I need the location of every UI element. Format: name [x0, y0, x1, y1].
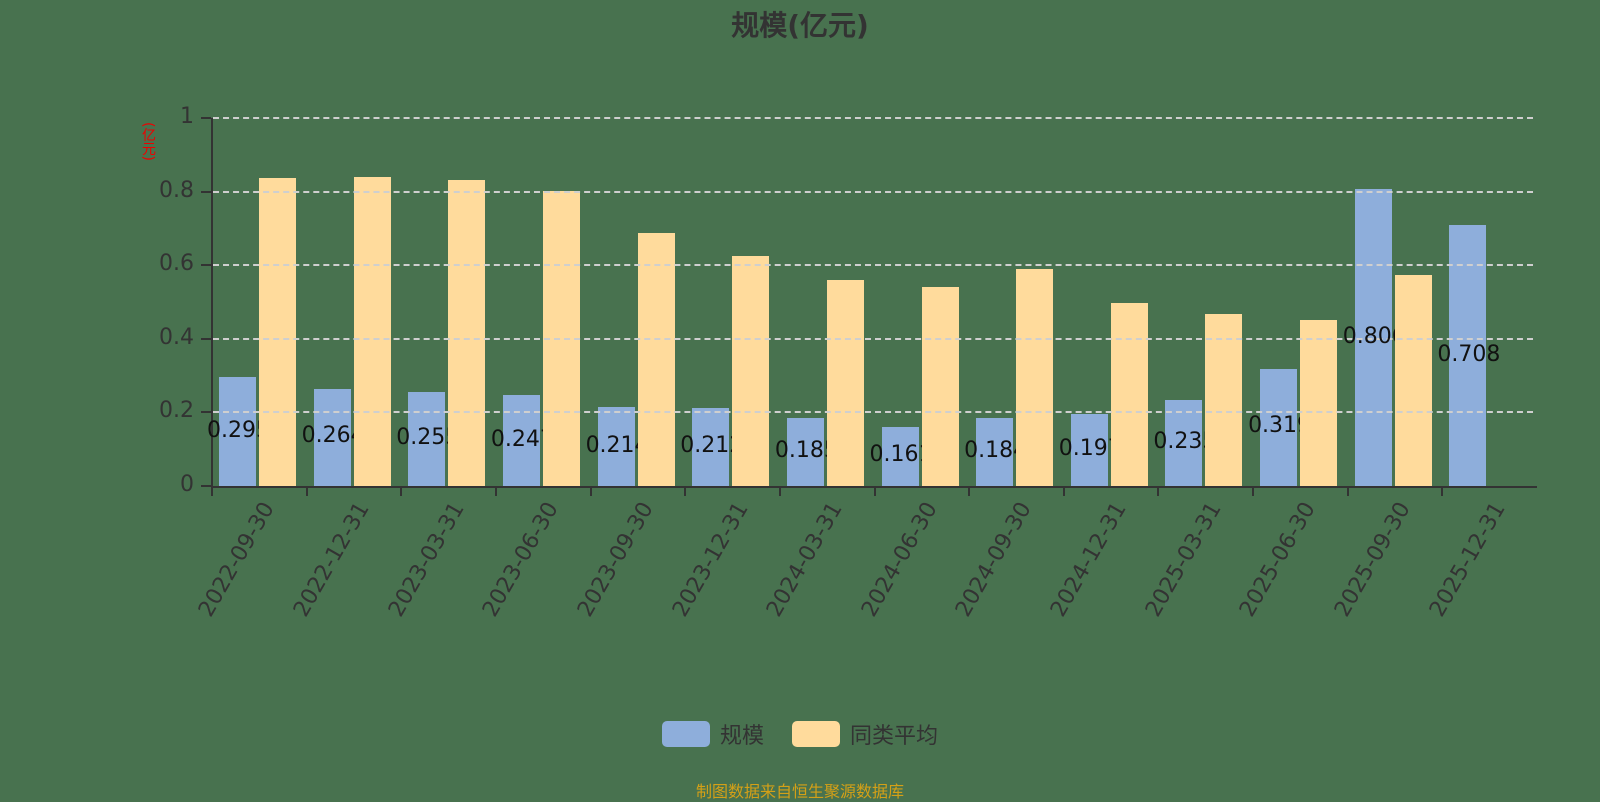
- x-tick: [1157, 486, 1160, 496]
- y-axis-line: [211, 118, 213, 488]
- bar-peer-average[interactable]: [1110, 303, 1148, 486]
- x-tick-label: 2022-12-31: [289, 498, 375, 622]
- bar-scale[interactable]: [786, 417, 824, 486]
- x-tick: [494, 486, 497, 496]
- plot-area: [211, 118, 1536, 486]
- legend-item-scale[interactable]: 规模: [661, 718, 764, 750]
- bar-peer-average[interactable]: [1394, 275, 1432, 486]
- bar-scale[interactable]: [976, 418, 1014, 486]
- bar-peer-average[interactable]: [1205, 314, 1243, 486]
- x-tick-label: 2024-06-30: [856, 498, 943, 622]
- x-tick-label: 2023-12-31: [667, 498, 754, 622]
- y-tick: [201, 485, 211, 487]
- y-tick-label: 0.6: [159, 251, 194, 277]
- x-tick: [684, 486, 687, 496]
- bar-peer-average[interactable]: [1016, 268, 1054, 486]
- x-tick-label: 2023-09-30: [572, 498, 659, 622]
- bar-value-label: 0.319: [1248, 413, 1300, 439]
- bar-value-label: 0.264: [301, 423, 354, 449]
- gridline: [213, 411, 1533, 414]
- x-tick-label: 2025-12-31: [1424, 498, 1511, 622]
- bar-value-label: 0.197: [1058, 435, 1111, 461]
- bar-value-label: 0.247: [490, 426, 543, 452]
- x-tick-label: 2025-09-30: [1330, 498, 1416, 622]
- gridline: [213, 117, 1533, 119]
- bar-scale[interactable]: [502, 395, 540, 486]
- x-tick: [400, 486, 403, 496]
- bar-peer-average[interactable]: [921, 286, 959, 486]
- x-tick-label: 2025-03-31: [1140, 498, 1227, 622]
- data-source-note: 制图数据来自恒生聚源数据库: [695, 782, 904, 801]
- gridline: [213, 264, 1533, 267]
- bar-value-label: 0.235: [1153, 428, 1205, 454]
- gridline: [213, 190, 1533, 193]
- bar-peer-average[interactable]: [448, 179, 486, 486]
- bar-value-label: 0.185: [774, 437, 827, 463]
- bar-value-label: 0.214: [585, 432, 638, 458]
- bar-peer-average[interactable]: [259, 177, 296, 486]
- x-tick: [778, 486, 781, 496]
- bar-value-label: 0.212: [680, 432, 732, 458]
- bar-scale[interactable]: [881, 426, 919, 486]
- x-tick: [305, 486, 308, 496]
- bar-value-label: 0.295: [207, 417, 259, 443]
- x-tick-label: 2024-09-30: [951, 498, 1038, 622]
- y-tick: [201, 264, 211, 267]
- bar-peer-average[interactable]: [637, 232, 675, 486]
- bar-peer-average[interactable]: [732, 256, 770, 486]
- bar-scale[interactable]: [408, 392, 446, 486]
- bar-scale[interactable]: [1449, 225, 1487, 486]
- y-tick-label: 1: [180, 104, 194, 129]
- y-tick-label: 0: [180, 472, 194, 497]
- x-tick: [1441, 486, 1444, 496]
- x-tick-label: 2023-03-31: [383, 498, 470, 622]
- x-tick-label: 2024-03-31: [762, 498, 848, 622]
- legend: 规模 同类平均: [0, 718, 1600, 750]
- bar-scale[interactable]: [1070, 413, 1108, 486]
- x-tick-label: 2023-06-30: [478, 498, 564, 622]
- x-tick-label: 2022-09-30: [194, 498, 280, 622]
- x-tick: [211, 486, 213, 496]
- bar-peer-average[interactable]: [1300, 320, 1338, 486]
- y-tick-label: 0.4: [159, 324, 194, 350]
- legend-label-scale: 规模: [719, 724, 764, 749]
- y-tick: [201, 117, 211, 119]
- legend-item-peer-average[interactable]: 同类平均: [792, 718, 938, 750]
- bar-scale[interactable]: [219, 377, 256, 486]
- x-tick: [873, 486, 876, 496]
- y-tick-label: 0.8: [159, 177, 194, 203]
- y-tick: [201, 337, 211, 340]
- x-tick-label: 2025-06-30: [1235, 498, 1322, 622]
- bar-value-label: 0.708: [1437, 341, 1501, 367]
- x-tick-label: 2024-12-31: [1046, 498, 1132, 622]
- y-tick: [201, 190, 211, 193]
- legend-label-peer-average: 同类平均: [850, 724, 939, 749]
- x-tick: [1346, 486, 1349, 496]
- bar-scale[interactable]: [1260, 368, 1298, 486]
- bar-peer-average[interactable]: [826, 279, 864, 486]
- bar-scale[interactable]: [692, 407, 730, 486]
- y-axis-label: (亿元): [140, 122, 156, 161]
- bar-value-label: 0.184: [964, 438, 1016, 464]
- bar-scale[interactable]: [1354, 189, 1392, 486]
- bar-value-label: 0.161: [869, 442, 922, 468]
- bar-peer-average[interactable]: [353, 176, 391, 486]
- bar-value-label: 0.806: [1342, 323, 1395, 349]
- legend-swatch-peer-average: [792, 721, 840, 747]
- x-tick: [1062, 486, 1065, 496]
- y-tick-label: 0.2: [159, 398, 194, 424]
- gridline: [213, 337, 1533, 340]
- bar-scale[interactable]: [313, 388, 351, 486]
- x-tick: [968, 486, 971, 496]
- bar-scale[interactable]: [597, 407, 635, 486]
- bar-value-label: 0.255: [396, 425, 448, 451]
- x-tick: [1252, 486, 1255, 496]
- bar-scale[interactable]: [1165, 399, 1203, 486]
- legend-swatch-scale: [661, 721, 710, 747]
- chart-title: 规模(亿元): [731, 9, 869, 42]
- x-tick: [589, 486, 592, 496]
- y-tick: [201, 411, 211, 414]
